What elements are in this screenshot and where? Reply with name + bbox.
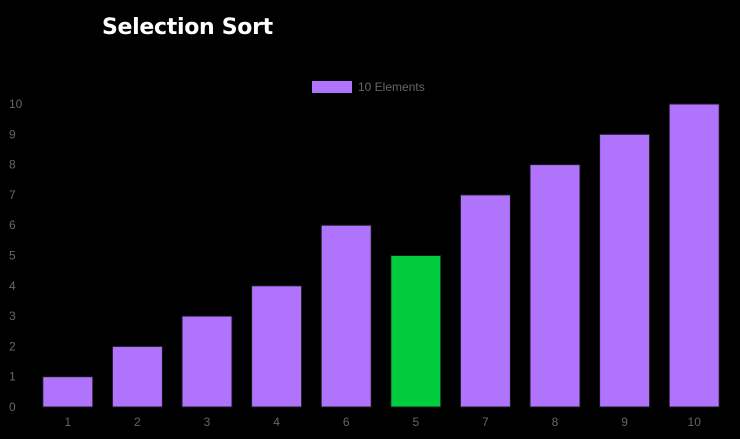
x-tick-label: 7	[482, 415, 489, 429]
x-tick-label: 3	[204, 415, 211, 429]
y-axis: 0 1 2 3 4 5 6 7 8 9 10	[9, 97, 23, 414]
y-tick-label: 10	[9, 97, 23, 111]
x-tick-label: 2	[134, 415, 141, 429]
bar	[111, 345, 163, 408]
y-tick-label: 4	[9, 279, 16, 293]
bar	[459, 194, 511, 408]
x-tick-label: 10	[688, 415, 702, 429]
y-tick-label: 1	[9, 370, 16, 384]
y-tick-label: 3	[9, 309, 16, 323]
page-title: Selection Sort	[102, 15, 273, 40]
bar	[599, 133, 651, 408]
y-tick-label: 7	[9, 188, 16, 202]
y-tick-label: 6	[9, 218, 16, 232]
x-tick-label: 5	[412, 415, 419, 429]
bar	[668, 103, 720, 408]
x-tick-label: 4	[273, 415, 280, 429]
bar	[320, 224, 372, 408]
chart-legend[interactable]: 10 Elements	[312, 80, 425, 94]
x-tick-label: 1	[64, 415, 71, 429]
x-tick-label: 8	[552, 415, 559, 429]
x-axis: 1 2 3 4 6 5 7 8 9 10	[64, 415, 701, 429]
y-tick-label: 8	[9, 158, 16, 172]
y-tick-label: 2	[9, 339, 16, 353]
y-tick-label: 0	[9, 400, 16, 414]
x-tick-label: 9	[621, 415, 628, 429]
bars-group	[42, 103, 720, 408]
bar	[251, 285, 303, 408]
x-tick-label: 6	[343, 415, 350, 429]
legend-swatch	[312, 81, 352, 93]
bar	[181, 315, 233, 408]
bar	[42, 376, 94, 408]
y-tick-label: 9	[9, 127, 16, 141]
y-tick-label: 5	[9, 249, 16, 263]
legend-label: 10 Elements	[358, 80, 425, 94]
bar-highlighted	[390, 255, 442, 408]
bar	[529, 164, 581, 408]
